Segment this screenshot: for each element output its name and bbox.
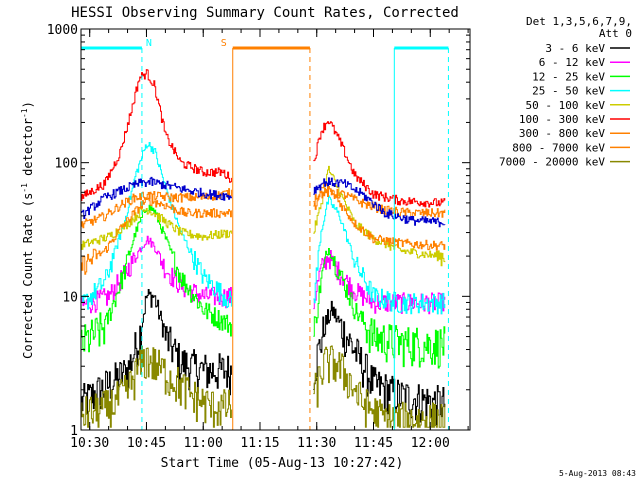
x-tick-label-3: 11:15: [240, 436, 279, 451]
series-line-9-seg-0: [81, 176, 232, 219]
series-line-2-seg-0: [81, 204, 232, 353]
legend-header-line1: Det 1,3,5,6,7,9,: [526, 15, 632, 28]
x-tick-label-6: 12:00: [411, 436, 450, 451]
series-line-9-seg-1: [313, 177, 446, 228]
series-line-5-seg-1: [313, 121, 446, 208]
marker-label-1: S: [221, 38, 227, 49]
legend-label-0: 3 - 6 keV: [545, 42, 605, 55]
series-line-3-seg-0: [81, 142, 232, 310]
legend-label-2: 12 - 25 keV: [532, 70, 605, 83]
y-axis-label-mid: detector: [21, 118, 35, 183]
footer-date: 5-Aug-2013 08:43: [559, 469, 636, 478]
marker-label-0: N: [146, 38, 152, 49]
series-line-7-seg-0: [81, 188, 232, 229]
x-tick-label-0: 10:30: [70, 436, 109, 451]
chart-title: HESSI Observing Summary Count Rates, Cor…: [71, 5, 459, 21]
y-axis-label-end: ): [21, 101, 35, 108]
series-line-6-seg-0: [81, 197, 232, 275]
series-line-1-seg-0: [81, 235, 232, 314]
series-line-0-seg-0: [81, 289, 232, 415]
legend-label-6: 300 - 800 keV: [519, 127, 605, 140]
legend-label-4: 50 - 100 keV: [526, 99, 606, 112]
y-tick-label-3: 1000: [47, 23, 78, 38]
x-tick-label-1: 10:45: [127, 436, 166, 451]
y-axis-label-sup2: -1: [20, 108, 29, 118]
series-line-0-seg-1: [313, 300, 446, 426]
series-line-2-seg-1: [313, 248, 446, 369]
series-line-4-seg-1: [313, 165, 446, 267]
series-line-3-seg-1: [313, 195, 446, 315]
y-tick-label-2: 100: [55, 157, 78, 172]
legend-label-5: 100 - 300 keV: [519, 113, 605, 126]
legend-header-line2: Att 0: [599, 27, 632, 40]
legend-label-7: 800 - 7000 keV: [512, 141, 605, 154]
axis-layer: 10:30 10:45 11:00 11:15 11:30 11:45 12:00 1 10 10…: [47, 23, 470, 451]
x-axis-label: Start Time (05-Aug-13 10:27:42): [161, 456, 404, 471]
y-axis-label: Corrected Count Rate (s-1 detector-1): [20, 101, 35, 359]
y-axis-label-sup1: -1: [20, 183, 29, 193]
x-tick-label-2: 11:00: [184, 436, 223, 451]
legend-label-3: 25 - 50 keV: [532, 85, 605, 98]
legend-label-1: 6 - 12 keV: [539, 56, 606, 69]
series-line-5-seg-0: [81, 69, 232, 201]
series-line-4-seg-0: [81, 208, 232, 250]
y-tick-label-1: 10: [62, 290, 78, 305]
y-axis-label-main: Corrected Count Rate (s: [21, 193, 35, 359]
plot-frame: [80, 28, 471, 431]
series-layer: [81, 69, 446, 428]
y-tick-label-0: 1: [70, 424, 78, 439]
series-line-8-seg-0: [81, 345, 232, 428]
series-line-8-seg-1: [313, 345, 446, 428]
x-tick-label-4: 11:30: [297, 436, 336, 451]
legend-label-8: 7000 - 20000 keV: [499, 156, 605, 169]
x-tick-label-5: 11:45: [354, 436, 393, 451]
